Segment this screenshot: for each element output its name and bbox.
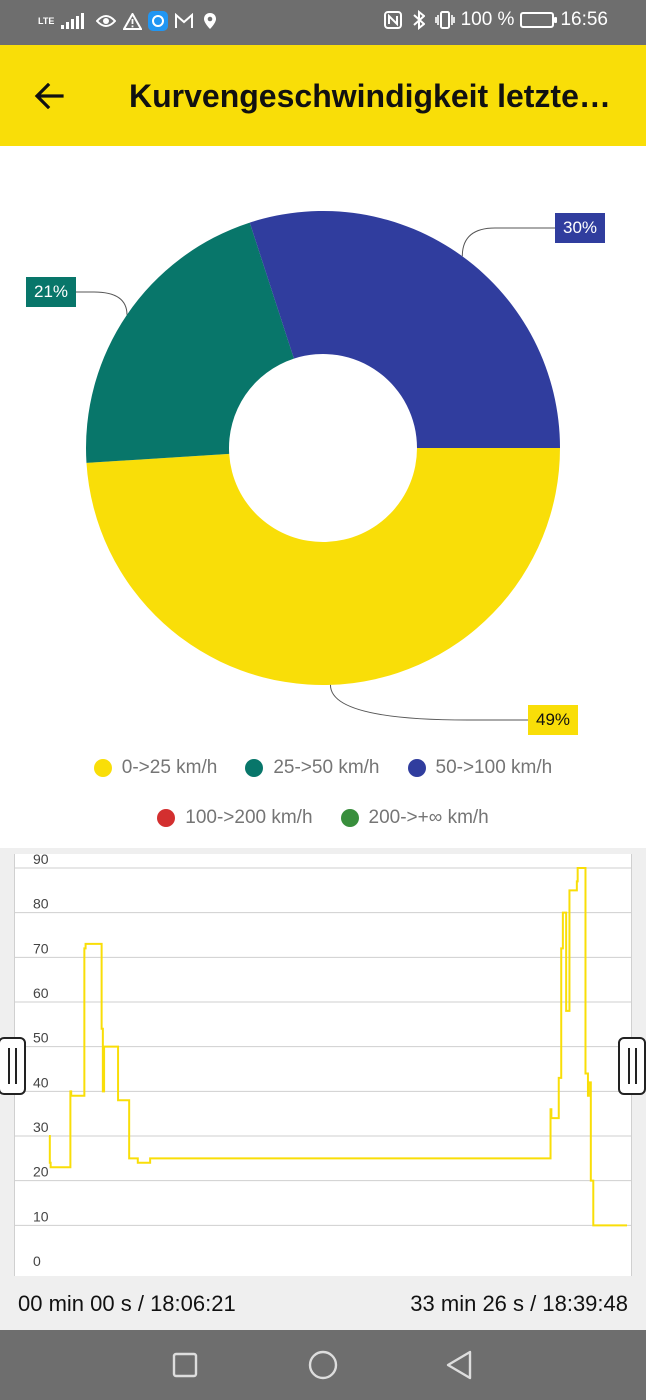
y-tick-label: 60 (33, 985, 49, 1001)
status-right-icons: 100 % ⚡ 16:56 (383, 9, 608, 31)
y-tick-label: 10 (33, 1208, 49, 1224)
range-start-time: 00 min 00 s / 18:06:21 (18, 1291, 236, 1316)
status-bar: LTE (0, 0, 646, 45)
location-icon (200, 11, 220, 31)
legend-dot (157, 809, 176, 827)
circle-icon (308, 1350, 338, 1380)
legend-dot (407, 759, 426, 777)
legend-item-200-inf[interactable]: 200->+∞ km/h (340, 807, 489, 829)
donut-slice-0-25[interactable] (86, 448, 561, 685)
y-tick-label: 70 (33, 940, 49, 956)
legend-label: 0->25 km/h (121, 757, 218, 778)
speed-chart-panel: 0 10 20 30 40 50 60 70 80 90 00 min 00 s / 18:06:… (0, 848, 646, 1330)
legend-label: 50->100 km/h (435, 757, 553, 778)
range-end-time: 33 min 26 s / 18:39:48 (410, 1291, 628, 1316)
system-nav-bar (0, 1330, 646, 1400)
legend-label: 100->200 km/h (185, 807, 313, 828)
clock: 16:56 (560, 9, 608, 30)
page-title: Kurvengeschwindigkeit letzte… (129, 78, 611, 114)
speed-line-chart[interactable]: 0 10 20 30 40 50 60 70 80 90 (14, 851, 632, 1276)
bluetooth-icon (409, 10, 429, 30)
y-tick-label: 90 (33, 854, 49, 867)
legend-dot (340, 809, 359, 827)
speed-series-line (48, 867, 627, 1227)
back-button[interactable] (26, 73, 72, 119)
charging-bolt-icon: ⚡ (531, 12, 542, 28)
legend-item-0-25[interactable]: 0->25 km/h (93, 757, 218, 779)
legend-row-2: 100->200 km/h 200->+∞ km/h (0, 807, 646, 829)
donut-slice-50-100[interactable] (249, 211, 560, 448)
network-type: LTE (38, 15, 55, 26)
status-left-icons: LTE (38, 11, 220, 31)
legend-item-50-100[interactable]: 50->100 km/h (407, 757, 553, 779)
slice-label-50-100: 30% (555, 213, 606, 243)
legend-dot (245, 759, 264, 777)
vibrate-icon (434, 10, 455, 30)
eye-icon (96, 11, 117, 31)
battery-icon: ⚡ (520, 12, 558, 28)
label-leader-line (461, 227, 555, 257)
donut-svg (76, 211, 561, 721)
app-bar: Kurvengeschwindigkeit letzte… (0, 45, 646, 146)
donut-slice-25-50[interactable] (86, 222, 294, 463)
line-chart-svg: 0 10 20 30 40 50 60 70 80 90 (15, 851, 631, 1269)
nfc-icon (383, 10, 403, 30)
legend-item-25-50[interactable]: 25->50 km/h (245, 757, 380, 779)
y-tick-label: 20 (33, 1164, 49, 1180)
y-tick-label: 50 (33, 1030, 49, 1046)
square-icon (172, 1352, 198, 1378)
y-tick-label: 0 (33, 1253, 41, 1269)
slice-label-25-50: 21% (26, 277, 77, 307)
y-tick-label: 80 (33, 896, 49, 912)
y-tick-label: 30 (33, 1119, 49, 1135)
back-nav-button[interactable] (442, 1348, 476, 1382)
label-leader-line (76, 291, 128, 315)
triangle-back-icon (446, 1350, 472, 1380)
app-icon (148, 11, 169, 31)
legend-label: 25->50 km/h (273, 757, 380, 778)
slice-label-0-25: 49% (528, 705, 579, 735)
warning-icon (122, 11, 142, 31)
legend-row-1: 0->25 km/h 25->50 km/h 50->100 km/h (0, 757, 646, 779)
donut-chart: 49% 21% 30% (0, 146, 646, 746)
mail-icon (174, 11, 194, 31)
battery-percent: 100 % (460, 9, 515, 30)
legend-dot (93, 759, 112, 777)
recents-button[interactable] (168, 1348, 202, 1382)
range-end-handle[interactable] (618, 1037, 646, 1095)
legend-label: 200->+∞ km/h (368, 807, 489, 828)
arrow-left-icon (34, 83, 64, 109)
legend-item-100-200[interactable]: 100->200 km/h (157, 807, 313, 829)
y-tick-label: 40 (33, 1074, 49, 1090)
label-leader-line (329, 684, 528, 721)
home-button[interactable] (306, 1348, 340, 1382)
range-start-handle[interactable] (0, 1037, 26, 1095)
signal-icon (61, 13, 85, 29)
